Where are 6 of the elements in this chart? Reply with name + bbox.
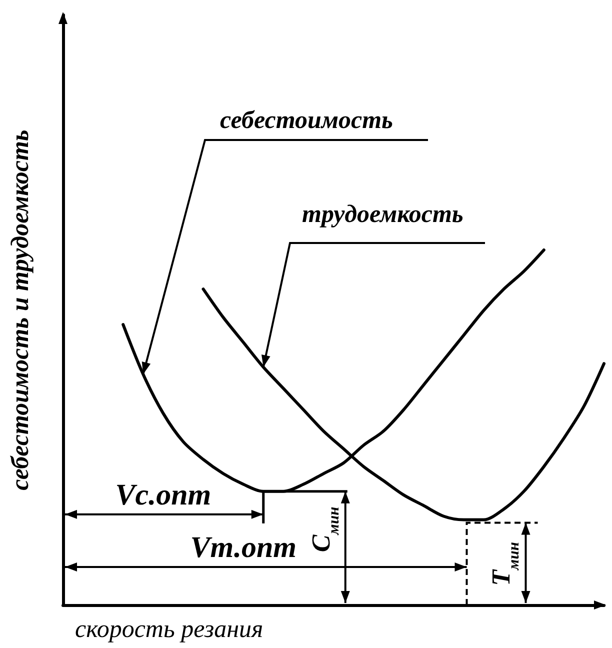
annotation: Vc.опт bbox=[115, 478, 212, 512]
text: себестоимость bbox=[220, 107, 393, 134]
y-axis-title: себестоимость и трудоемкость bbox=[7, 130, 34, 490]
annotation: Vт.опт bbox=[190, 531, 296, 564]
text: трудоемкость bbox=[302, 201, 464, 228]
x-axis-title: скорость резания bbox=[75, 616, 264, 643]
